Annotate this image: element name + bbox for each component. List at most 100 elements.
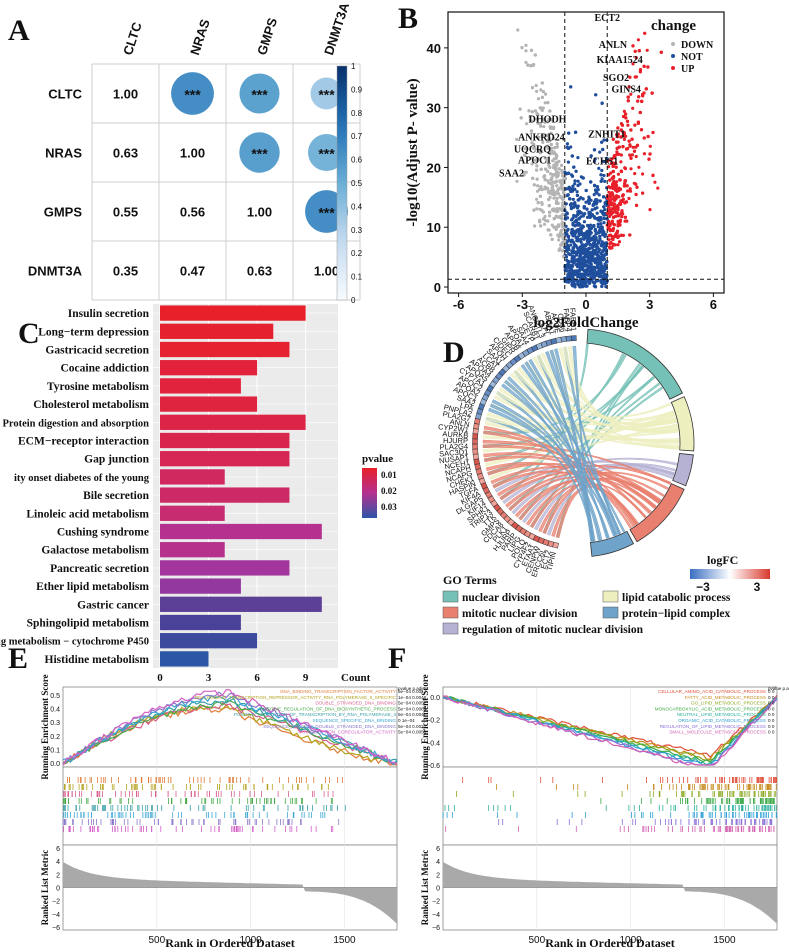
volcano-point	[604, 265, 608, 269]
volcano-point	[602, 257, 606, 261]
volcano-point	[593, 157, 597, 161]
volcano-point	[543, 101, 547, 105]
volcano-point	[529, 129, 534, 133]
category-label: Insulin secretion	[68, 308, 150, 320]
volcano-point	[611, 164, 615, 168]
go-legend-label: nuclear division	[462, 592, 541, 604]
volcano-point	[602, 268, 607, 273]
volcano-point	[624, 116, 628, 120]
y-tick-label: 2	[436, 872, 440, 879]
category-label: Sphingolipid metabolism	[27, 618, 150, 630]
volcano-point	[624, 112, 628, 116]
category-label: Long−term depression	[38, 326, 149, 338]
volcano-point	[530, 156, 534, 160]
volcano-point	[576, 280, 580, 284]
volcano-point	[635, 143, 640, 147]
correlation-value: 0.56	[180, 205, 205, 220]
volcano-point	[596, 222, 600, 226]
gene-box	[472, 438, 478, 445]
volcano-point	[565, 142, 570, 146]
volcano-point	[574, 219, 578, 224]
x-tick-label: -3	[517, 297, 529, 312]
volcano-point	[533, 53, 537, 57]
volcano-point	[602, 241, 606, 245]
volcano-point	[573, 258, 577, 262]
volcano-point	[608, 186, 613, 190]
volcano-point	[626, 95, 630, 99]
volcano-point	[628, 144, 632, 148]
volcano-point	[571, 184, 575, 188]
volcano-point	[602, 205, 606, 209]
volcano-point	[600, 168, 604, 173]
volcano-point	[634, 182, 638, 186]
volcano-point	[589, 275, 593, 279]
gene-label: LPA	[459, 401, 475, 414]
legend-swatch	[671, 54, 675, 58]
volcano-point	[602, 211, 607, 216]
volcano-point	[584, 254, 588, 259]
volcano-point	[626, 99, 630, 103]
volcano-point	[582, 235, 586, 239]
gene-label: LPL	[539, 322, 552, 337]
volcano-point	[540, 81, 544, 85]
volcano-point	[551, 188, 555, 192]
volcano-point	[546, 228, 550, 232]
legend-series-value: 0 0	[768, 724, 775, 729]
volcano-point	[586, 240, 591, 244]
y-tick-label: 6	[436, 846, 440, 853]
volcano-point	[600, 255, 604, 259]
volcano-point	[522, 173, 526, 177]
volcano-point	[589, 237, 593, 241]
chord-ribbon	[567, 346, 679, 433]
volcano-point	[541, 140, 545, 144]
volcano-point	[630, 153, 635, 157]
volcano-point	[591, 244, 596, 248]
category-label: Tyrosine metabolism	[47, 381, 150, 393]
volcano-point	[615, 231, 619, 235]
volcano-point	[628, 233, 632, 237]
volcano-point	[641, 191, 645, 195]
x-tick-label: 1500	[713, 935, 736, 946]
category-label: Cholesterol metabolism	[33, 399, 149, 411]
volcano-point	[574, 204, 578, 208]
volcano-point	[610, 221, 614, 225]
volcano-point	[592, 257, 596, 261]
volcano-point	[642, 91, 646, 95]
panel-letter-e: E	[8, 642, 28, 675]
volcano-point	[594, 198, 598, 202]
volcano-point	[569, 188, 573, 193]
panel-letter-d: D	[443, 336, 465, 369]
x-tick-label: 0	[157, 672, 163, 684]
volcano-point	[581, 214, 585, 218]
gene-label: FABP4	[562, 308, 573, 332]
gene-label: AURKB	[442, 429, 468, 440]
colorbar-tick: 0.6	[351, 156, 363, 165]
volcano-point	[594, 190, 598, 194]
volcano-point	[590, 208, 594, 212]
column-header: CLTC	[120, 20, 145, 57]
category-label: Galactose metabolism	[41, 545, 149, 557]
volcano-point	[626, 189, 630, 193]
y-tick-label: 0.3	[50, 720, 60, 727]
volcano-point	[639, 128, 644, 132]
gene-label: APOE	[549, 312, 562, 334]
volcano-point	[636, 120, 641, 124]
row-header: DNMT3A	[28, 264, 83, 279]
gene-label: UQCRQ	[514, 145, 551, 156]
volcano-point	[520, 46, 524, 50]
volcano-point	[570, 268, 574, 272]
gene-box	[472, 448, 479, 455]
volcano-point	[562, 177, 567, 181]
volcano-point	[631, 62, 635, 66]
y-tick-label: 0.5	[50, 693, 60, 700]
volcano-point	[530, 110, 535, 114]
volcano-point	[603, 208, 607, 212]
volcano-point	[560, 182, 564, 186]
legend-colorbar	[362, 468, 377, 518]
colorbar-tick: 0.1	[351, 273, 363, 282]
volcano-point	[622, 131, 626, 135]
volcano-point	[615, 152, 619, 156]
volcano-point	[608, 242, 612, 246]
legend-series-name: NEUTRAL_LIPID_METABOLIC_PROCESS	[677, 712, 766, 717]
